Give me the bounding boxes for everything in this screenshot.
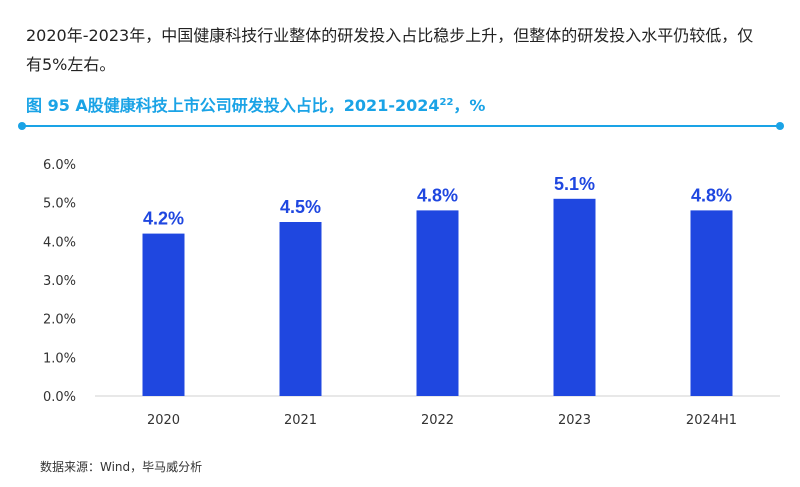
bar: [416, 210, 459, 396]
divider-dot-right: [776, 122, 784, 130]
bar-value-label: 4.8%: [691, 185, 732, 205]
source-note: 数据来源：Wind，毕马威分析: [40, 460, 203, 474]
y-tick-label: 0.0%: [43, 390, 76, 405]
x-tick-label: 2023: [558, 413, 591, 428]
bar: [279, 222, 322, 396]
bar-value-label: 5.1%: [554, 174, 595, 194]
bar-value-label: 4.5%: [280, 197, 321, 217]
bar-chart: 0.0% 1.0% 2.0% 3.0% 4.0% 5.0% 6.0% 4.2% 4.5% 4.8…: [43, 158, 780, 428]
title-divider: [22, 125, 782, 127]
bar-value-label: 4.8%: [417, 185, 458, 205]
x-tick-label: 2024H1: [686, 413, 737, 428]
x-tick-label: 2020: [147, 413, 180, 428]
bar: [690, 210, 733, 396]
y-tick-label: 6.0%: [43, 158, 76, 173]
figure-title-suffix: ，%: [453, 96, 486, 115]
figure-title-footnote: 22: [439, 97, 454, 108]
y-tick-label: 2.0%: [43, 313, 76, 328]
divider-dot-left: [18, 122, 26, 130]
bar-value-label: 4.2%: [143, 209, 184, 229]
y-tick-label: 5.0%: [43, 197, 76, 212]
figure-title: 图 95 A股健康科技上市公司研发投入占比，2021-202422，%: [26, 92, 485, 116]
x-tick-label: 2021: [284, 413, 317, 428]
y-tick-label: 1.0%: [43, 351, 76, 366]
bar: [553, 198, 596, 396]
bar: [142, 233, 185, 396]
x-tick-label: 2022: [421, 413, 454, 428]
figure-title-text: 图 95 A股健康科技上市公司研发投入占比，2021-2024: [26, 96, 440, 115]
intro-paragraph: 2020年-2023年，中国健康科技行业整体的研发投入占比稳步上升，但整体的研发…: [26, 26, 754, 74]
y-tick-label: 4.0%: [43, 235, 76, 250]
y-tick-label: 3.0%: [43, 274, 76, 289]
